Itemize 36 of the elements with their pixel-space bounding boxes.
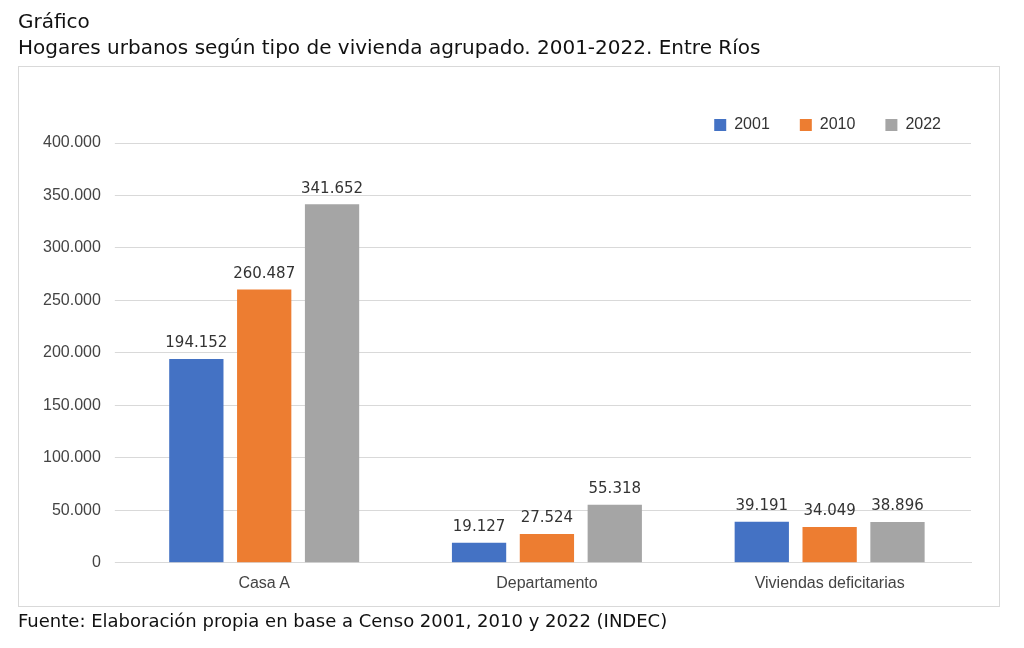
legend-label: 2022 <box>905 115 942 133</box>
y-tick-label: 50.000 <box>51 500 101 518</box>
y-tick-label: 100.000 <box>42 448 101 466</box>
y-tick-label: 300.000 <box>42 238 101 256</box>
x-tick-label: Departamento <box>496 573 598 591</box>
x-tick-label: Viviendas deficitarias <box>754 573 905 591</box>
data-label: 19.127 <box>452 517 506 536</box>
data-label: 194.152 <box>165 333 228 352</box>
y-tick-label: 400.000 <box>42 133 101 151</box>
bar <box>451 542 507 563</box>
chart-title: Gráfico <box>18 8 91 34</box>
data-label: 39.191 <box>735 496 789 515</box>
y-tick-label: 0 <box>91 553 101 571</box>
bar <box>237 289 292 563</box>
y-tick-label: 150.000 <box>42 395 101 413</box>
legend-label: 2001 <box>734 115 770 133</box>
bar <box>734 521 789 563</box>
data-label: 55.318 <box>588 479 642 498</box>
source-note: Fuente: Elaboración propia en base a Censo 2001, 2010 y 2022 (INDEC) <box>18 610 668 631</box>
data-label: 27.524 <box>520 508 574 527</box>
bar <box>304 204 360 563</box>
bar <box>870 521 925 563</box>
data-label: 38.896 <box>871 496 924 515</box>
bar <box>169 359 224 563</box>
y-tick-label: 200.000 <box>42 343 101 361</box>
y-tick-label: 250.000 <box>42 290 101 308</box>
data-label: 34.049 <box>803 501 856 520</box>
y-tick-label: 350.000 <box>42 185 101 203</box>
bar <box>519 533 575 563</box>
bar <box>802 527 857 563</box>
chart-subtitle: Hogares urbanos según tipo de vivienda agrupado. 2001-2022. Entre Ríos <box>18 34 761 60</box>
x-tick-label: Casa A <box>238 573 291 591</box>
legend-label: 2010 <box>819 115 856 133</box>
data-label: 341.652 <box>301 178 364 197</box>
bar <box>587 504 642 563</box>
data-label: 260.487 <box>233 263 296 282</box>
